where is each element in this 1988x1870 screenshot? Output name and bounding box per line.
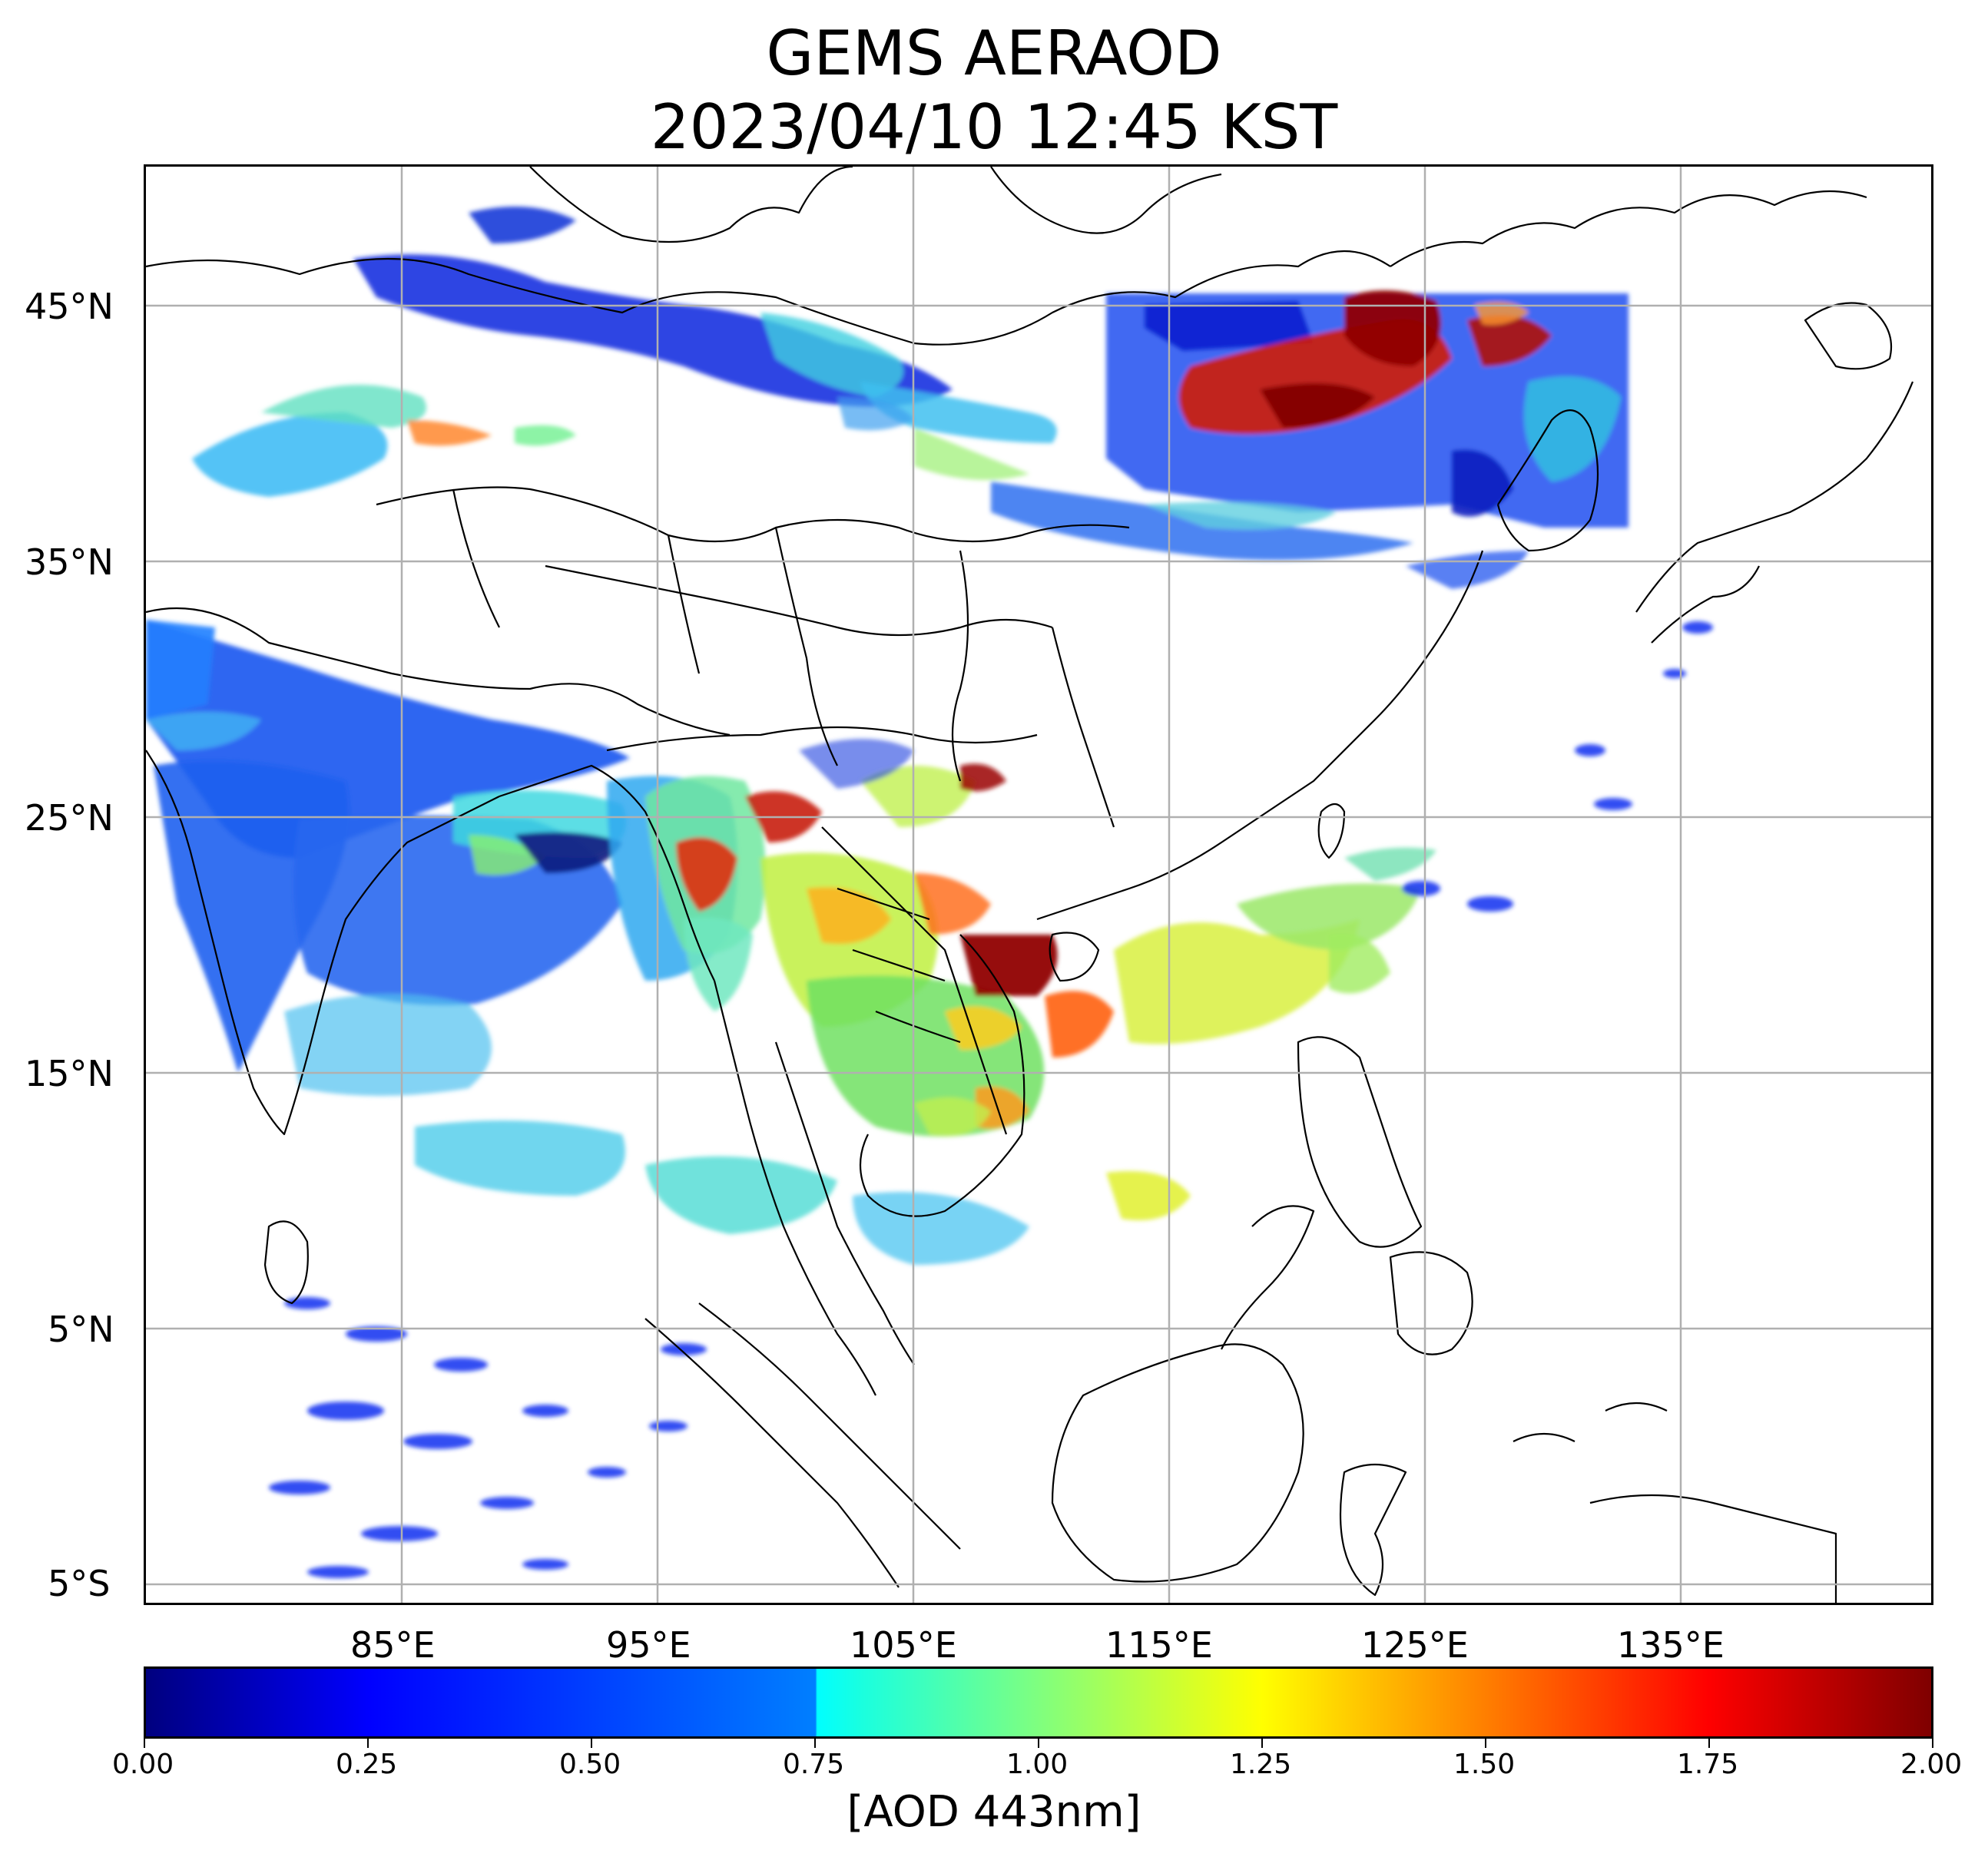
lat-label-35n: 35°N — [25, 541, 114, 583]
colorbar-tick-2: 0.50 — [559, 1749, 621, 1780]
lon-label-85e: 85°E — [350, 1624, 436, 1666]
colorbar-tick-6: 1.50 — [1453, 1749, 1516, 1780]
colorbar-tick-8: 2.00 — [1900, 1749, 1963, 1780]
colorbar-tick-3: 0.75 — [783, 1749, 845, 1780]
lat-label-45n: 45°N — [25, 286, 114, 327]
lon-label-95e: 95°E — [606, 1624, 691, 1666]
graticule — [146, 167, 1931, 1603]
colorbar-tick-7: 1.75 — [1677, 1749, 1739, 1780]
aod-map-canvas — [146, 167, 1931, 1603]
lat-label-15n: 15°N — [25, 1053, 114, 1094]
colorbar-tick-5: 1.25 — [1230, 1749, 1292, 1780]
lon-label-125e: 125°E — [1361, 1624, 1469, 1666]
aod-map — [144, 164, 1933, 1605]
lat-label-25n: 25°N — [25, 797, 114, 839]
colorbar-tick-1: 0.25 — [336, 1749, 398, 1780]
colorbar-tick-0: 0.00 — [112, 1749, 174, 1780]
lon-label-135e: 135°E — [1617, 1624, 1725, 1666]
lon-label-115e: 115°E — [1105, 1624, 1213, 1666]
lat-label-5s: 5°S — [48, 1563, 111, 1604]
colorbar-label: [AOD 443nm] — [847, 1787, 1141, 1837]
colorbar — [144, 1666, 1933, 1739]
aod-data-layer — [146, 207, 1713, 1578]
map-title: GEMS AERAOD — [766, 18, 1222, 89]
lat-label-5n: 5°N — [48, 1309, 114, 1350]
coastlines-and-borders — [146, 167, 1914, 1603]
map-subtitle-datetime: 2023/04/10 12:45 KST — [650, 91, 1338, 163]
lon-label-105e: 105°E — [850, 1624, 957, 1666]
colorbar-tick-4: 1.00 — [1006, 1749, 1069, 1780]
